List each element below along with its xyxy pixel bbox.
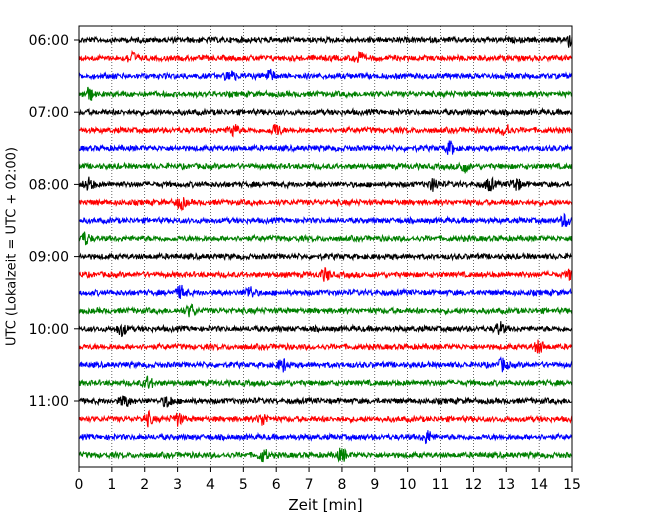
y-tick-label: 07:00 (29, 105, 69, 121)
y-tick-label: 06:00 (29, 33, 69, 49)
plot-frame (78, 25, 573, 468)
trace-1015 (78, 339, 573, 354)
y-axis-label: UTC (Lokalzeit = UTC + 02:00) (5, 147, 20, 346)
trace-1130 (78, 430, 573, 445)
x-tick-label: 15 (563, 477, 581, 493)
seismic-traces (78, 35, 573, 463)
x-tick-label: 3 (173, 477, 182, 493)
trace-0900 (78, 251, 573, 262)
trace-0945 (78, 303, 573, 318)
trace-0645 (78, 86, 573, 101)
x-tick-label: 12 (464, 477, 482, 493)
trace-0845 (78, 231, 573, 246)
x-tick-label: 14 (530, 477, 548, 493)
trace-1115 (78, 409, 573, 428)
trace-1000 (78, 321, 573, 338)
trace-1045 (78, 375, 573, 389)
trace-0615 (78, 49, 573, 63)
x-ticks: 0 1 2 3 4 5 6 7 8 9 10 11 12 13 14 15 (75, 467, 581, 493)
y-tick-label: 09:00 (29, 250, 69, 266)
x-tick-label: 5 (239, 477, 248, 493)
x-tick-label: 8 (337, 477, 346, 493)
trace-1030 (78, 356, 573, 373)
trace-0715 (78, 124, 573, 138)
y-ticks: 06:00 07:00 08:00 09:00 10:00 11:00 (29, 33, 79, 410)
x-tick-label: 13 (497, 477, 515, 493)
trace-0700 (78, 107, 573, 118)
y-tick-label: 10:00 (29, 322, 69, 338)
trace-0815 (78, 197, 573, 212)
x-tick-label: 7 (305, 477, 314, 493)
x-tick-label: 9 (370, 477, 379, 493)
y-tick-label: 08:00 (29, 177, 69, 193)
x-tick-label: 4 (206, 477, 215, 493)
trace-0630 (78, 68, 573, 82)
trace-1145 (78, 447, 573, 463)
x-tick-label: 1 (107, 477, 116, 493)
x-tick-label: 10 (399, 477, 417, 493)
x-tick-label: 0 (75, 477, 84, 493)
trace-0830 (78, 212, 573, 228)
y-tick-label: 11:00 (29, 394, 69, 410)
x-tick-label: 6 (272, 477, 281, 493)
trace-1100 (78, 395, 573, 408)
trace-0800 (78, 175, 573, 192)
x-axis-label: Zeit [min] (288, 496, 362, 514)
trace-0915 (78, 267, 573, 282)
trace-0745 (78, 161, 573, 174)
trace-0930 (78, 284, 573, 300)
trace-0730 (78, 140, 573, 155)
x-tick-label: 11 (432, 477, 450, 493)
x-tick-label: 2 (140, 477, 149, 493)
trace-0600 (78, 35, 573, 48)
